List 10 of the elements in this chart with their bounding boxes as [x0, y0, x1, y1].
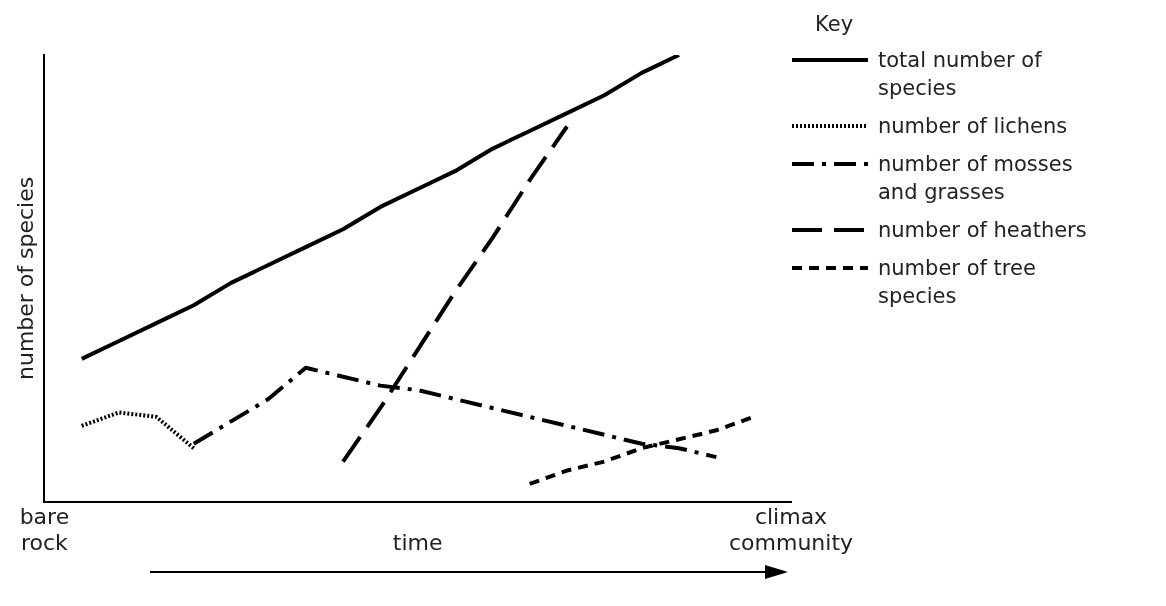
legend-label: number of tree species — [878, 255, 1037, 310]
legend-title: Key — [815, 12, 855, 36]
x-tick-label: climax community — [728, 503, 854, 556]
legend-label: total number of species — [878, 47, 1043, 102]
legend-label: number of lichens — [878, 113, 1069, 140]
legend-label: number of mosses and grasses — [878, 151, 1074, 206]
x-axis-title: time — [392, 529, 443, 555]
y-axis-title: number of species — [12, 176, 38, 381]
x-tick-label: bare rock — [19, 503, 70, 556]
legend-label: number of heathers — [878, 217, 1088, 244]
